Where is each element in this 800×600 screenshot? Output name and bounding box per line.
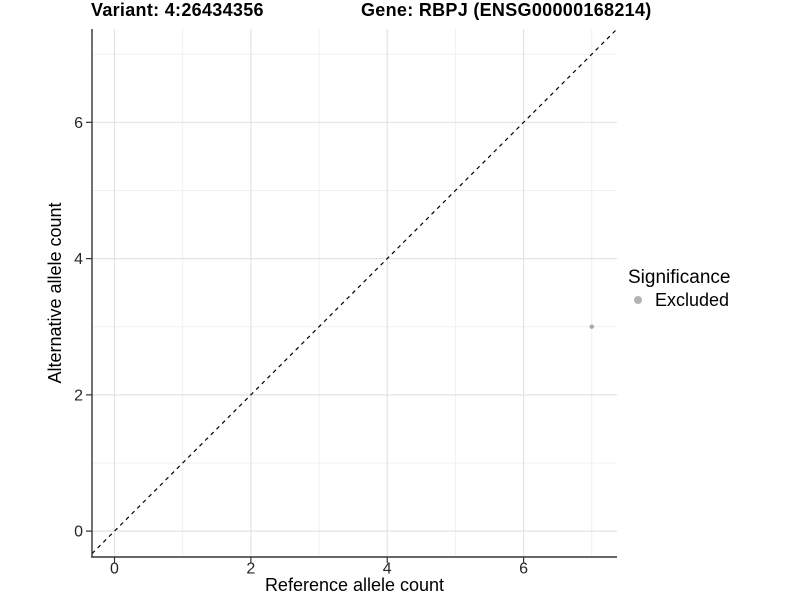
legend-marker-circle-icon — [634, 296, 642, 304]
x-axis-label: Reference allele count — [264, 575, 445, 595]
y-tick-label: 2 — [74, 387, 83, 404]
y-tick-label: 4 — [74, 251, 83, 268]
x-tick-label: 2 — [246, 561, 255, 578]
x-tick-label: 4 — [383, 561, 392, 578]
legend: Significance Excluded — [628, 268, 730, 309]
identity-line — [91, 28, 618, 555]
legend-item-label: Excluded — [655, 290, 730, 310]
data-point — [589, 324, 594, 329]
y-axis-label: Alternative allele count — [45, 202, 65, 384]
y-tick-label: 0 — [74, 524, 83, 541]
plot-title-variant: Variant: 4:26434356 — [91, 0, 264, 20]
y-tick-label: 6 — [74, 115, 83, 132]
legend-item-excluded: Excluded — [628, 291, 730, 309]
plot-title-gene: Gene: RBPJ (ENSG00000168214) — [361, 0, 652, 20]
legend-title: Significance — [628, 267, 731, 288]
x-tick-label: 6 — [519, 561, 528, 578]
x-tick-label: 0 — [110, 561, 119, 578]
